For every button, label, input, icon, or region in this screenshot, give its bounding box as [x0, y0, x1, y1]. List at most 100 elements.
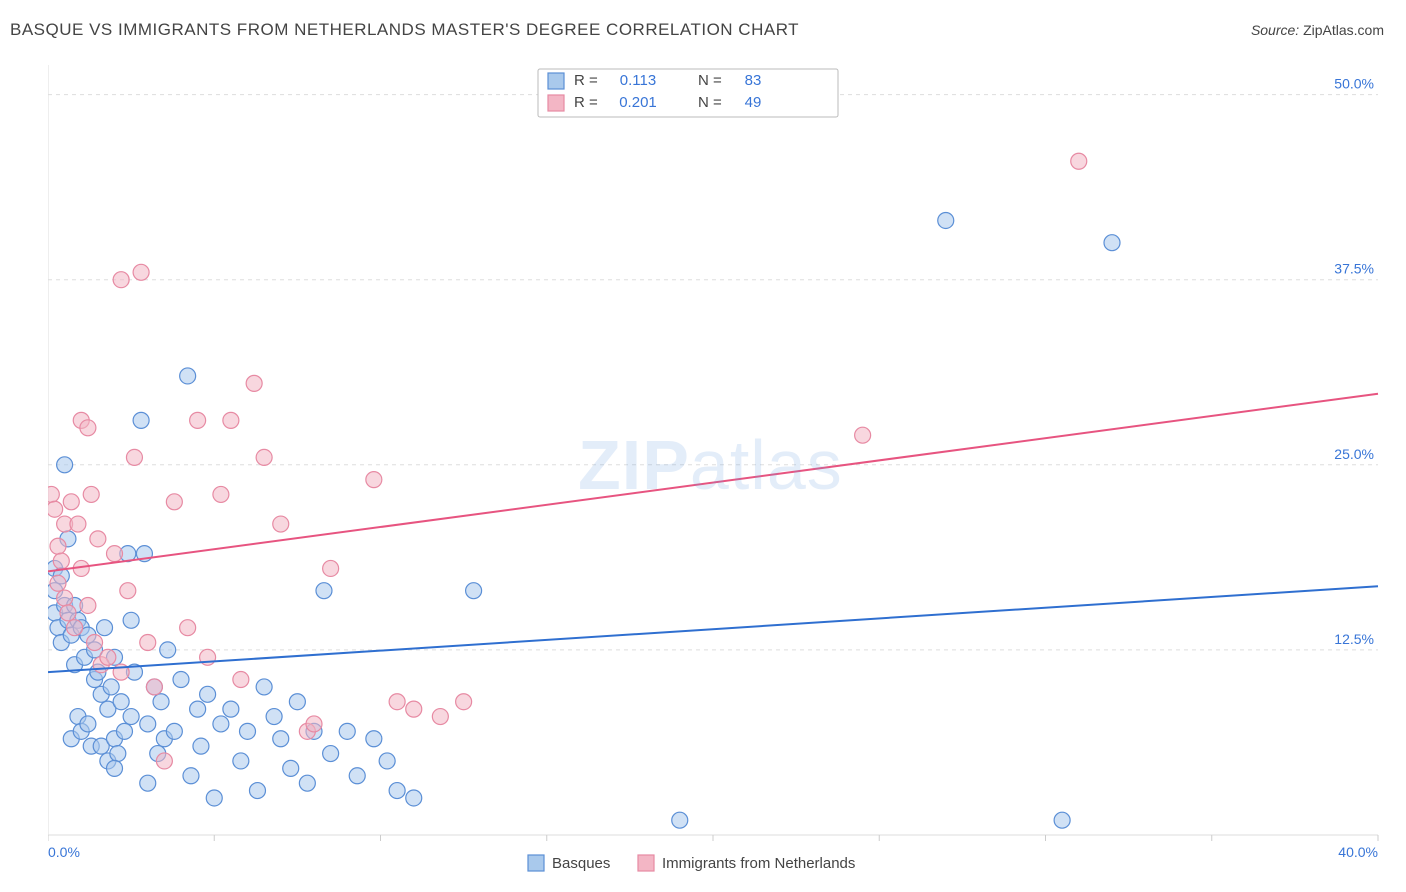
scatter-point	[299, 775, 315, 791]
scatter-point	[389, 694, 405, 710]
scatter-point	[466, 583, 482, 599]
scatter-point	[100, 649, 116, 665]
legend-r-value: 0.201	[619, 94, 657, 111]
y-tick-label: 37.5%	[1334, 261, 1374, 277]
x-tick-label: 40.0%	[1338, 844, 1378, 860]
scatter-point	[80, 420, 96, 436]
scatter-point	[50, 575, 66, 591]
legend-swatch	[548, 95, 564, 111]
scatter-point	[273, 516, 289, 532]
scatter-point	[1071, 153, 1087, 169]
scatter-point	[323, 746, 339, 762]
scatter-point	[349, 768, 365, 784]
scatter-point	[48, 501, 63, 517]
scatter-point	[190, 412, 206, 428]
scatter-point	[249, 783, 265, 799]
scatter-point	[289, 694, 305, 710]
source-label: Source:	[1251, 22, 1299, 38]
scatter-point	[113, 272, 129, 288]
scatter-point	[103, 679, 119, 695]
scatter-point	[316, 583, 332, 599]
scatter-point	[233, 753, 249, 769]
scatter-point	[306, 716, 322, 732]
scatter-point	[323, 560, 339, 576]
source-value: ZipAtlas.com	[1303, 22, 1384, 38]
scatter-point	[366, 472, 382, 488]
scatter-point	[213, 486, 229, 502]
trend-line	[48, 586, 1378, 672]
scatter-point	[233, 672, 249, 688]
series-swatch	[638, 855, 654, 871]
legend-swatch	[548, 73, 564, 89]
scatter-point	[48, 486, 59, 502]
scatter-point	[173, 672, 189, 688]
scatter-point	[190, 701, 206, 717]
scatter-point	[283, 760, 299, 776]
scatter-point	[246, 375, 262, 391]
scatter-point	[240, 723, 256, 739]
scatter-point	[123, 612, 139, 628]
series-label: Immigrants from Netherlands	[662, 855, 855, 872]
scatter-point	[200, 686, 216, 702]
chart-svg: 12.5%25.0%37.5%50.0%0.0%40.0%Master's De…	[48, 55, 1388, 885]
y-tick-label: 12.5%	[1334, 631, 1374, 647]
scatter-point	[366, 731, 382, 747]
scatter-point	[339, 723, 355, 739]
scatter-point	[156, 753, 172, 769]
scatter-point	[140, 716, 156, 732]
scatter-point	[379, 753, 395, 769]
scatter-point	[57, 457, 73, 473]
trend-line	[48, 394, 1378, 572]
scatter-point	[110, 746, 126, 762]
scatter-point	[126, 449, 142, 465]
scatter-point	[180, 620, 196, 636]
scatter-point	[53, 553, 69, 569]
scatter-point	[116, 723, 132, 739]
scatter-point	[206, 790, 222, 806]
legend-n-value: 83	[745, 72, 762, 89]
scatter-point	[80, 716, 96, 732]
scatter-point	[256, 679, 272, 695]
scatter-point	[266, 709, 282, 725]
scatter-point	[223, 701, 239, 717]
scatter-point	[67, 620, 83, 636]
scatter-point	[146, 679, 162, 695]
scatter-point	[1104, 235, 1120, 251]
legend-n-label: N =	[698, 72, 722, 89]
scatter-point	[50, 538, 66, 554]
y-tick-label: 25.0%	[1334, 446, 1374, 462]
scatter-point	[406, 701, 422, 717]
scatter-point	[123, 709, 139, 725]
legend-n-label: N =	[698, 94, 722, 111]
series-label: Basques	[552, 855, 610, 872]
correlation-chart: 12.5%25.0%37.5%50.0%0.0%40.0%Master's De…	[48, 55, 1388, 845]
scatter-point	[406, 790, 422, 806]
scatter-point	[223, 412, 239, 428]
legend-n-value: 49	[745, 94, 762, 111]
scatter-point	[120, 583, 136, 599]
scatter-point	[87, 635, 103, 651]
scatter-point	[672, 812, 688, 828]
x-tick-label: 0.0%	[48, 844, 80, 860]
chart-title: BASQUE VS IMMIGRANTS FROM NETHERLANDS MA…	[10, 20, 799, 40]
scatter-point	[133, 412, 149, 428]
scatter-point	[70, 516, 86, 532]
scatter-point	[97, 620, 113, 636]
scatter-point	[80, 597, 96, 613]
scatter-point	[113, 694, 129, 710]
scatter-point	[60, 605, 76, 621]
legend-r-value: 0.113	[620, 72, 656, 89]
y-tick-label: 50.0%	[1334, 76, 1374, 92]
scatter-point	[90, 531, 106, 547]
scatter-point	[140, 775, 156, 791]
scatter-point	[133, 264, 149, 280]
scatter-point	[183, 768, 199, 784]
legend-r-label: R =	[574, 72, 598, 89]
source-credit: Source: ZipAtlas.com	[1251, 22, 1384, 38]
scatter-point	[180, 368, 196, 384]
scatter-point	[256, 449, 272, 465]
scatter-point	[273, 731, 289, 747]
scatter-point	[166, 723, 182, 739]
scatter-point	[63, 494, 79, 510]
series-swatch	[528, 855, 544, 871]
